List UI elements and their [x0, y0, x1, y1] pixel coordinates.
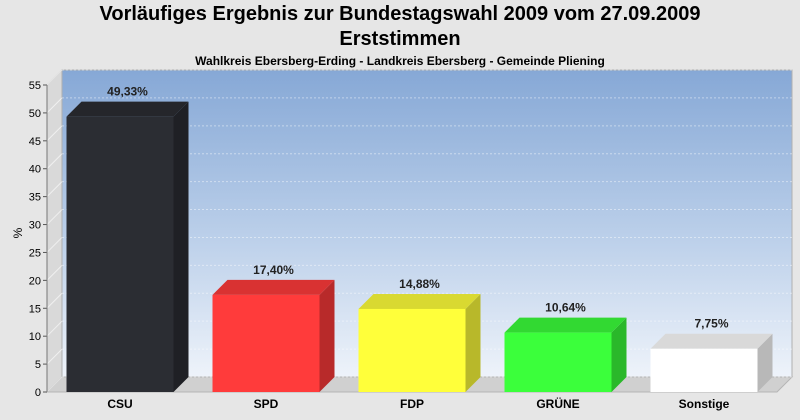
y-axis-label: %	[11, 227, 25, 238]
y-tick-label: 15	[29, 303, 41, 315]
bar-side	[757, 333, 773, 392]
bar	[66, 116, 174, 392]
chart-title: Vorläufiges Ergebnis zur Bundestagswahl …	[99, 3, 701, 25]
y-tick-label: 40	[29, 164, 41, 176]
y-tick-label: 50	[29, 108, 41, 120]
bar-side	[611, 317, 627, 392]
gridline-side	[46, 237, 63, 253]
y-tick-label: 5	[35, 359, 41, 371]
y-tick-label: 0	[35, 387, 41, 399]
bar-top	[650, 333, 773, 349]
gridline-side	[46, 320, 63, 337]
gridline-side	[46, 265, 63, 281]
x-tick-label: FDP	[400, 397, 424, 411]
chart-region-label: Wahlkreis Ebersberg-Erding - Landkreis E…	[195, 54, 605, 68]
y-tick-label: 25	[29, 247, 41, 259]
bar-value-label: 14,88%	[399, 277, 440, 291]
bar-side	[465, 293, 481, 392]
bar-value-label: 10,64%	[545, 301, 586, 315]
gridline-side	[46, 209, 63, 225]
gridline-side	[46, 181, 63, 197]
gridline-side	[46, 69, 63, 86]
y-tick-label: 30	[29, 220, 41, 232]
y-tick-label: 55	[29, 80, 41, 92]
bar-top	[212, 279, 335, 295]
bar-side	[319, 279, 335, 392]
x-tick-label: GRÜNE	[536, 396, 579, 411]
x-tick-label: CSU	[107, 397, 132, 411]
bar-value-label: 49,33%	[107, 85, 148, 99]
x-tick-label: SPD	[254, 397, 279, 411]
gridline-side	[46, 125, 63, 142]
bar-value-label: 17,40%	[253, 263, 294, 277]
x-tick-label: Sonstige	[679, 397, 730, 411]
y-tick-label: 45	[29, 136, 41, 148]
bar-value-label: 7,75%	[694, 317, 728, 331]
bar	[650, 348, 758, 392]
bar	[358, 308, 466, 392]
y-tick-label: 10	[29, 331, 41, 343]
gridline-side	[46, 292, 63, 309]
bar-top	[504, 317, 627, 333]
gridline-side	[46, 376, 63, 393]
bar	[212, 294, 320, 392]
gridline-side	[46, 153, 63, 170]
bar-top	[66, 101, 189, 117]
y-tick-label: 35	[29, 192, 41, 204]
gridline-side	[46, 348, 63, 365]
plot-side-wall	[46, 68, 63, 394]
chart-subtitle: Erststimmen	[339, 28, 461, 50]
bar-side	[173, 101, 189, 392]
y-tick-label: 20	[29, 275, 41, 287]
bar-top	[358, 293, 481, 309]
bar	[504, 332, 612, 392]
gridline-side	[46, 97, 63, 114]
